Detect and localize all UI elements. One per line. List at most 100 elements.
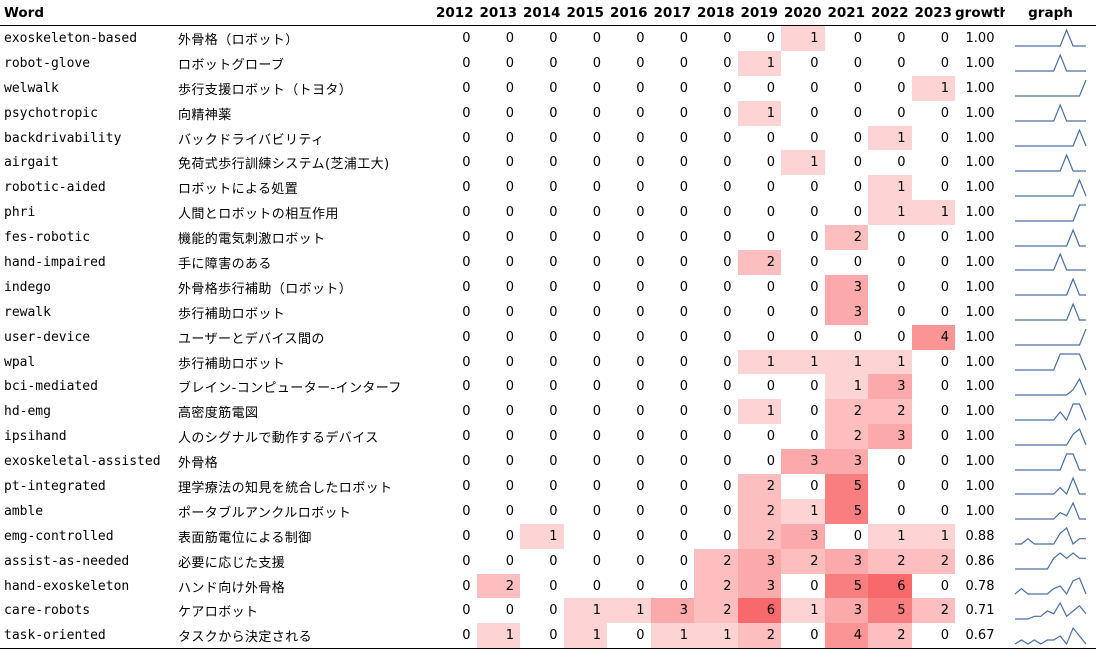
header-year[interactable]: 2016 xyxy=(607,0,651,26)
cell-count[interactable]: 1 xyxy=(911,523,955,549)
cell-count[interactable]: 0 xyxy=(940,105,949,121)
cell-word[interactable]: phri xyxy=(4,205,36,221)
cell-count[interactable]: 0 xyxy=(810,180,819,196)
cell-count[interactable]: 1 xyxy=(781,349,825,375)
cell-count[interactable]: 2 xyxy=(694,598,738,624)
cell-count[interactable]: 0 xyxy=(549,30,558,46)
cell-count[interactable]: 0 xyxy=(679,304,688,320)
cell-count[interactable]: 0 xyxy=(505,429,514,445)
cell-count[interactable]: 0 xyxy=(940,379,949,395)
cell-count[interactable]: 0 xyxy=(636,130,645,146)
cell-growth[interactable]: 1.00 xyxy=(965,329,995,345)
cell-count[interactable]: 0 xyxy=(679,503,688,519)
cell-growth[interactable]: 1.00 xyxy=(965,105,995,121)
cell-word[interactable]: psychotropic xyxy=(4,105,98,121)
header-year[interactable]: 2014 xyxy=(520,0,564,26)
cell-count[interactable]: 0 xyxy=(636,205,645,221)
cell-count[interactable]: 0 xyxy=(679,578,688,594)
cell-count[interactable]: 0 xyxy=(723,130,732,146)
cell-count[interactable]: 0 xyxy=(810,329,819,345)
cell-count[interactable]: 0 xyxy=(810,254,819,270)
cell-count[interactable]: 3 xyxy=(781,449,825,475)
cell-count[interactable]: 0 xyxy=(636,329,645,345)
cell-count[interactable]: 1 xyxy=(737,100,781,126)
cell-count[interactable]: 0 xyxy=(853,180,862,196)
cell-count[interactable]: 0 xyxy=(897,55,906,71)
cell-count[interactable]: 0 xyxy=(636,578,645,594)
cell-count[interactable]: 0 xyxy=(766,454,775,470)
cell-sparkline[interactable] xyxy=(1005,200,1096,225)
cell-count[interactable]: 3 xyxy=(650,598,694,624)
cell-count[interactable]: 0 xyxy=(505,404,514,420)
cell-sparkline[interactable] xyxy=(1005,26,1096,51)
cell-word[interactable]: assist-as-needed xyxy=(4,553,130,569)
cell-count[interactable]: 0 xyxy=(636,553,645,569)
cell-count[interactable]: 0 xyxy=(723,80,732,96)
cell-count[interactable]: 1 xyxy=(781,25,825,51)
cell-count[interactable]: 1 xyxy=(607,598,651,624)
cell-sparkline[interactable] xyxy=(1005,524,1096,549)
header-year[interactable]: 2013 xyxy=(476,0,520,26)
cell-count[interactable]: 1 xyxy=(563,598,607,624)
cell-sparkline[interactable] xyxy=(1005,474,1096,499)
cell-count[interactable]: 3 xyxy=(824,274,868,300)
cell-count[interactable]: 0 xyxy=(679,279,688,295)
cell-growth[interactable]: 0.86 xyxy=(965,553,995,569)
cell-count[interactable]: 0 xyxy=(462,205,471,221)
cell-count[interactable]: 0 xyxy=(636,230,645,246)
cell-word[interactable]: pt-integrated xyxy=(4,478,106,494)
cell-japanese[interactable]: 表面筋電位による制御 xyxy=(178,530,312,546)
cell-count[interactable]: 3 xyxy=(824,449,868,475)
cell-count[interactable]: 0 xyxy=(462,55,471,71)
header-year[interactable]: 2012 xyxy=(433,0,477,26)
cell-count[interactable]: 0 xyxy=(853,130,862,146)
cell-growth[interactable]: 1.00 xyxy=(965,503,995,519)
cell-count[interactable]: 0 xyxy=(549,304,558,320)
cell-count[interactable]: 1 xyxy=(781,598,825,624)
cell-count[interactable]: 0 xyxy=(679,553,688,569)
cell-count[interactable]: 0 xyxy=(853,528,862,544)
header-year[interactable]: 2021 xyxy=(824,0,868,26)
cell-count[interactable]: 0 xyxy=(505,379,514,395)
cell-count[interactable]: 1 xyxy=(911,200,955,226)
cell-count[interactable]: 0 xyxy=(549,354,558,370)
cell-count[interactable]: 0 xyxy=(810,404,819,420)
cell-count[interactable]: 0 xyxy=(505,503,514,519)
cell-count[interactable]: 0 xyxy=(636,30,645,46)
cell-sparkline[interactable] xyxy=(1005,374,1096,399)
cell-count[interactable]: 0 xyxy=(723,404,732,420)
cell-japanese[interactable]: 歩行補助ロボット xyxy=(178,356,286,372)
cell-word[interactable]: hand-impaired xyxy=(4,254,106,270)
cell-count[interactable]: 0 xyxy=(462,180,471,196)
cell-count[interactable]: 0 xyxy=(940,230,949,246)
cell-count[interactable]: 3 xyxy=(737,573,781,599)
cell-count[interactable]: 0 xyxy=(810,80,819,96)
header-year[interactable]: 2022 xyxy=(868,0,912,26)
cell-count[interactable]: 0 xyxy=(940,55,949,71)
cell-count[interactable]: 0 xyxy=(679,478,688,494)
cell-count[interactable]: 0 xyxy=(766,279,775,295)
cell-count[interactable]: 0 xyxy=(592,55,601,71)
cell-count[interactable]: 0 xyxy=(505,155,514,171)
cell-count[interactable]: 0 xyxy=(549,603,558,619)
cell-count[interactable]: 0 xyxy=(505,279,514,295)
cell-japanese[interactable]: 理学療法の知見を統合したロボット xyxy=(178,480,393,496)
cell-growth[interactable]: 1.00 xyxy=(965,254,995,270)
cell-count[interactable]: 0 xyxy=(723,180,732,196)
cell-word[interactable]: airgait xyxy=(4,155,59,171)
cell-count[interactable]: 0 xyxy=(911,623,955,650)
cell-count[interactable]: 0 xyxy=(607,623,651,650)
cell-count[interactable]: 2 xyxy=(476,573,520,599)
cell-count[interactable]: 1 xyxy=(868,200,912,226)
cell-count[interactable]: 0 xyxy=(679,205,688,221)
cell-count[interactable]: 1 xyxy=(650,623,694,650)
cell-growth[interactable]: 1.00 xyxy=(965,404,995,420)
cell-word[interactable]: welwalk xyxy=(4,80,59,96)
cell-count[interactable]: 0 xyxy=(462,80,471,96)
cell-count[interactable]: 0 xyxy=(462,578,471,594)
cell-count[interactable]: 0 xyxy=(549,454,558,470)
cell-count[interactable]: 1 xyxy=(737,50,781,76)
header-graph[interactable]: graph xyxy=(1005,0,1096,26)
cell-growth[interactable]: 1.00 xyxy=(965,230,995,246)
cell-japanese[interactable]: 必要に応じた支援 xyxy=(178,555,286,571)
